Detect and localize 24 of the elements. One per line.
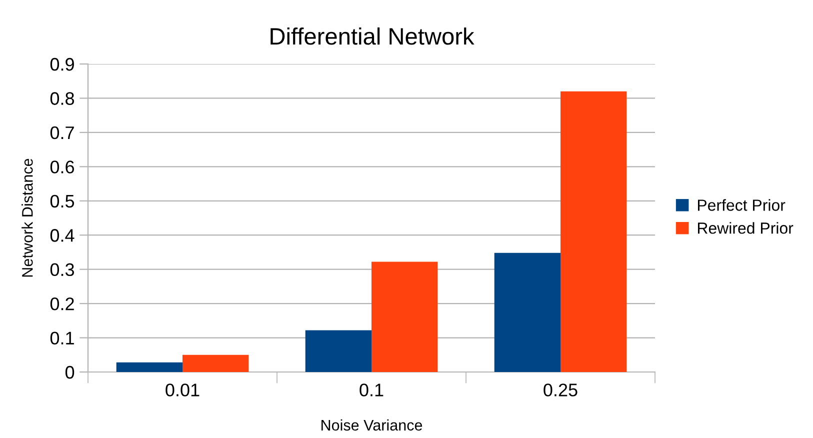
bar [116,362,182,372]
y-tick-label: 0.1 [50,332,74,344]
x-axis-title: Noise Variance [322,419,422,431]
legend-label: Rewired Prior [698,222,794,234]
bar [305,330,372,372]
x-tick-label: 0.1 [360,384,384,396]
y-tick-label: 0.6 [50,160,74,174]
bar [372,262,438,372]
bar [182,354,249,372]
y-tick-label: 0.2 [50,297,74,310]
y-tick-label: 0.3 [50,263,74,276]
y-tick-label: 0 [65,366,74,379]
y-tick-label: 0.8 [50,92,74,105]
x-tick-label: 0.01 [166,384,200,396]
bar [560,91,627,372]
chart-title: Differential Network [270,27,474,45]
y-tick-label: 0.4 [50,229,74,242]
legend-label: Perfect Prior [698,199,786,211]
y-tick-label: 0.5 [50,194,74,208]
y-axis-title: Network Distance [22,158,33,277]
x-tick-label: 0.25 [544,384,578,396]
y-tick-label: 0.9 [50,58,74,71]
y-tick-label: 0.7 [50,126,74,140]
bar [494,252,560,372]
